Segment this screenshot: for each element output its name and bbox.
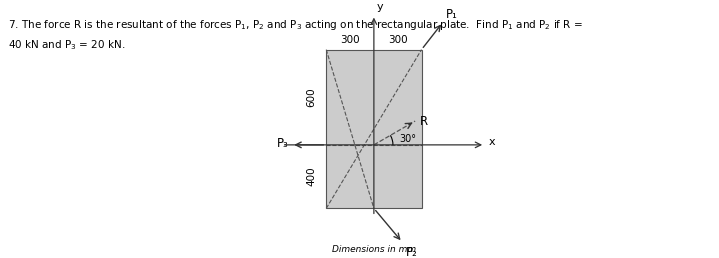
Text: x: x bbox=[488, 137, 495, 147]
Text: y: y bbox=[377, 2, 383, 12]
Text: 300: 300 bbox=[340, 35, 360, 45]
Text: 400: 400 bbox=[307, 167, 317, 187]
Text: P₁: P₁ bbox=[446, 7, 458, 20]
Text: R: R bbox=[420, 115, 428, 127]
Text: 30°: 30° bbox=[399, 134, 416, 143]
Text: 600: 600 bbox=[307, 87, 317, 107]
Text: 300: 300 bbox=[388, 35, 408, 45]
Text: Dimensions in mm: Dimensions in mm bbox=[331, 245, 416, 254]
Text: 7. The force R is the resultant of the forces P$_1$, P$_2$ and P$_3$ acting on t: 7. The force R is the resultant of the f… bbox=[8, 18, 583, 32]
Polygon shape bbox=[326, 50, 421, 208]
Text: 40 kN and P$_3$ = 20 kN.: 40 kN and P$_3$ = 20 kN. bbox=[8, 38, 126, 52]
Text: P₂: P₂ bbox=[406, 246, 418, 258]
Text: P₃: P₃ bbox=[276, 137, 288, 150]
